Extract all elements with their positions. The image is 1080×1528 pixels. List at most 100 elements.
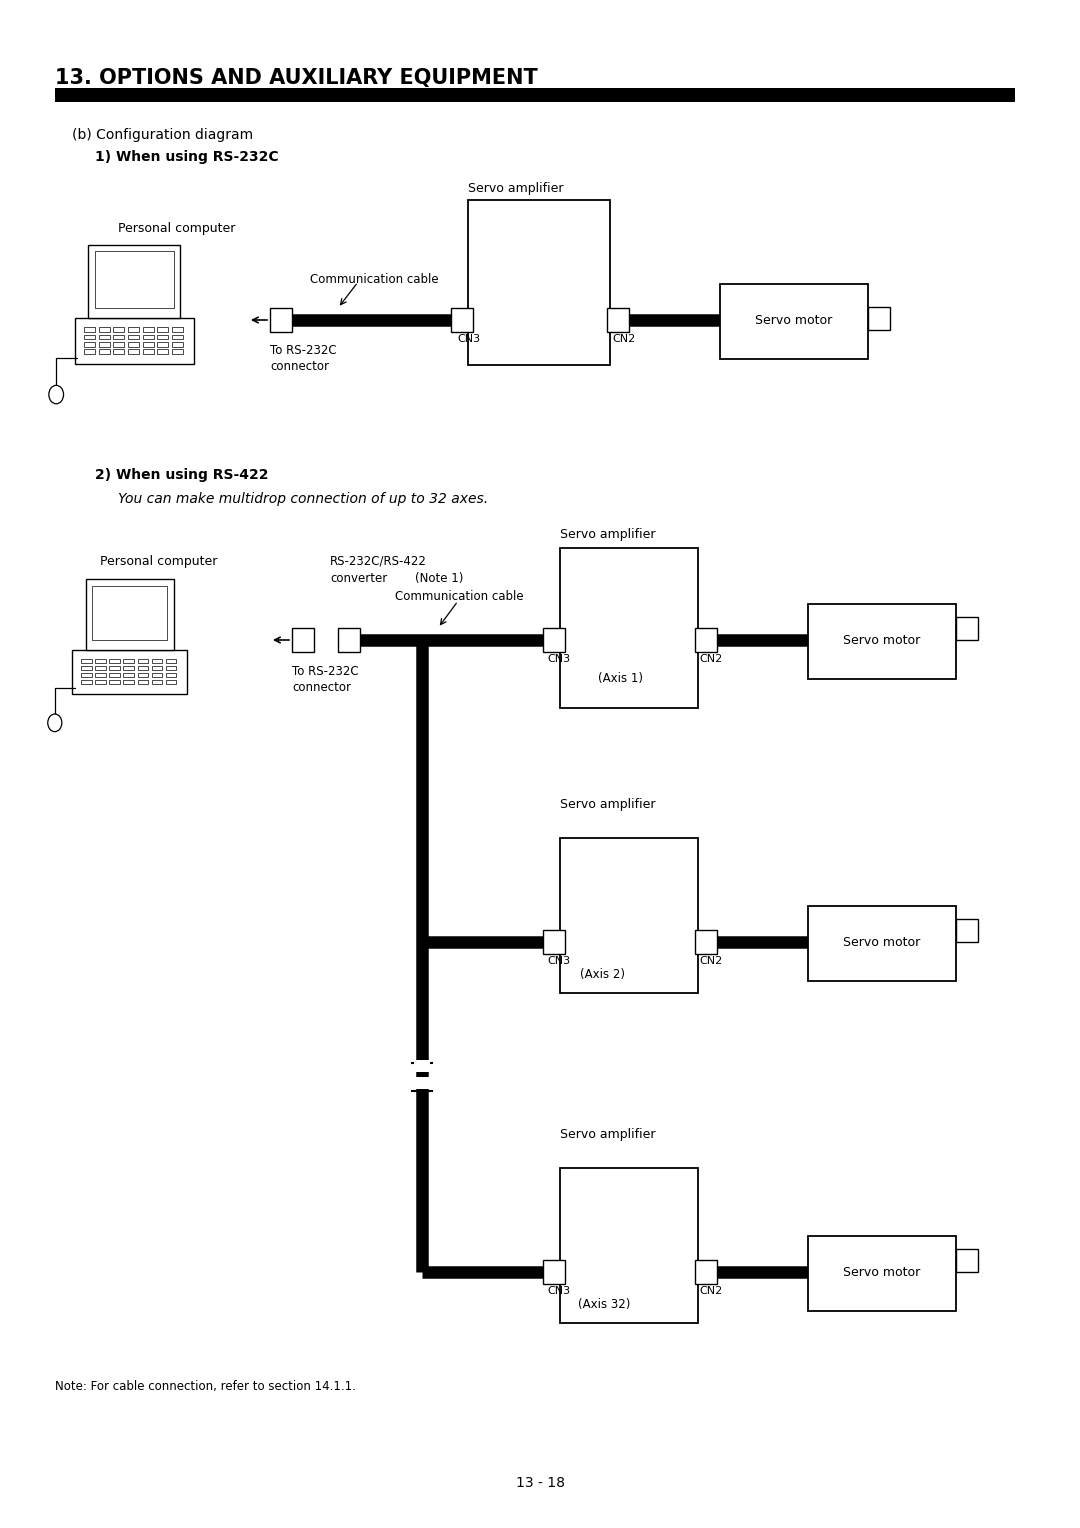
Bar bbox=[95, 251, 174, 309]
Bar bbox=[165, 666, 176, 671]
Text: CN3: CN3 bbox=[546, 1287, 570, 1296]
Text: (b) Configuration diagram: (b) Configuration diagram bbox=[72, 128, 253, 142]
Bar bbox=[84, 327, 95, 332]
Bar bbox=[808, 604, 956, 678]
Bar bbox=[123, 672, 134, 677]
Bar bbox=[85, 579, 174, 649]
Bar bbox=[956, 617, 978, 640]
Text: CN2: CN2 bbox=[699, 1287, 723, 1296]
Text: connector: connector bbox=[270, 361, 329, 373]
Bar bbox=[143, 327, 153, 332]
Bar bbox=[81, 672, 92, 677]
Bar bbox=[81, 680, 92, 685]
Bar bbox=[414, 1077, 430, 1089]
Bar bbox=[113, 335, 124, 339]
Text: You can make multidrop connection of up to 32 axes.: You can make multidrop connection of up … bbox=[118, 492, 488, 506]
Bar bbox=[561, 549, 698, 707]
Text: CN2: CN2 bbox=[699, 957, 723, 966]
Text: Note: For cable connection, refer to section 14.1.1.: Note: For cable connection, refer to sec… bbox=[55, 1380, 356, 1394]
Bar bbox=[98, 335, 109, 339]
Text: To RS-232C: To RS-232C bbox=[270, 344, 337, 358]
Bar bbox=[158, 327, 168, 332]
Bar bbox=[123, 666, 134, 671]
Bar bbox=[172, 335, 184, 339]
Bar bbox=[468, 200, 610, 365]
Text: connector: connector bbox=[292, 681, 351, 694]
Bar bbox=[696, 1261, 717, 1284]
Bar bbox=[720, 284, 868, 359]
Bar bbox=[89, 244, 180, 318]
Bar bbox=[98, 342, 109, 347]
Bar bbox=[98, 350, 109, 354]
Bar bbox=[109, 666, 120, 671]
Bar bbox=[561, 837, 698, 993]
Bar bbox=[165, 680, 176, 685]
Bar bbox=[109, 680, 120, 685]
Bar bbox=[123, 659, 134, 663]
Bar bbox=[84, 342, 95, 347]
Text: Personal computer: Personal computer bbox=[100, 555, 217, 568]
Bar bbox=[137, 666, 148, 671]
Bar bbox=[137, 672, 148, 677]
Text: (Axis 1): (Axis 1) bbox=[598, 672, 643, 685]
Ellipse shape bbox=[49, 385, 64, 403]
Text: Communication cable: Communication cable bbox=[310, 274, 438, 286]
Text: CN3: CN3 bbox=[546, 654, 570, 665]
Bar bbox=[123, 680, 134, 685]
Bar bbox=[137, 680, 148, 685]
Bar bbox=[338, 628, 360, 652]
Bar bbox=[158, 342, 168, 347]
Text: (Note 1): (Note 1) bbox=[415, 571, 463, 585]
Bar bbox=[109, 659, 120, 663]
Bar bbox=[956, 1248, 978, 1271]
Text: Servo motor: Servo motor bbox=[843, 937, 920, 949]
Text: Servo amplifier: Servo amplifier bbox=[468, 182, 564, 196]
Text: CN3: CN3 bbox=[546, 957, 570, 966]
Bar bbox=[451, 309, 473, 332]
Bar bbox=[95, 672, 106, 677]
Bar bbox=[561, 1167, 698, 1323]
Bar bbox=[696, 628, 717, 652]
Text: To RS-232C: To RS-232C bbox=[292, 665, 359, 678]
Bar bbox=[270, 309, 292, 332]
Bar bbox=[172, 350, 184, 354]
Bar bbox=[158, 335, 168, 339]
Bar bbox=[84, 335, 95, 339]
Bar bbox=[92, 585, 167, 640]
Text: 2) When using RS-422: 2) When using RS-422 bbox=[95, 468, 269, 481]
Bar bbox=[956, 918, 978, 941]
Text: RS-232C/RS-422: RS-232C/RS-422 bbox=[330, 555, 427, 568]
Text: 1) When using RS-232C: 1) When using RS-232C bbox=[95, 150, 279, 163]
Bar bbox=[127, 350, 139, 354]
Bar bbox=[808, 906, 956, 981]
Bar bbox=[808, 1236, 956, 1311]
Bar bbox=[543, 1261, 565, 1284]
Bar bbox=[81, 659, 92, 663]
Text: Servo motor: Servo motor bbox=[755, 315, 833, 327]
Bar bbox=[165, 659, 176, 663]
Text: 13. OPTIONS AND AUXILIARY EQUIPMENT: 13. OPTIONS AND AUXILIARY EQUIPMENT bbox=[55, 69, 538, 89]
Bar bbox=[127, 327, 139, 332]
Text: Servo amplifier: Servo amplifier bbox=[561, 1128, 656, 1141]
Text: Servo amplifier: Servo amplifier bbox=[561, 529, 656, 541]
Bar bbox=[172, 342, 184, 347]
Text: Servo motor: Servo motor bbox=[843, 1267, 920, 1279]
Bar bbox=[113, 350, 124, 354]
Bar bbox=[172, 327, 184, 332]
Bar bbox=[98, 327, 109, 332]
Text: CN2: CN2 bbox=[699, 654, 723, 665]
Text: 13 - 18: 13 - 18 bbox=[515, 1476, 565, 1490]
Bar bbox=[84, 350, 95, 354]
Bar bbox=[151, 666, 162, 671]
Bar bbox=[75, 318, 194, 364]
Text: Personal computer: Personal computer bbox=[118, 222, 235, 235]
Bar bbox=[81, 666, 92, 671]
Bar bbox=[543, 931, 565, 953]
Bar bbox=[292, 628, 314, 652]
Bar bbox=[151, 659, 162, 663]
Bar bbox=[137, 659, 148, 663]
Bar bbox=[95, 666, 106, 671]
Bar bbox=[143, 350, 153, 354]
Bar bbox=[696, 931, 717, 953]
Text: (Axis 32): (Axis 32) bbox=[578, 1297, 631, 1311]
